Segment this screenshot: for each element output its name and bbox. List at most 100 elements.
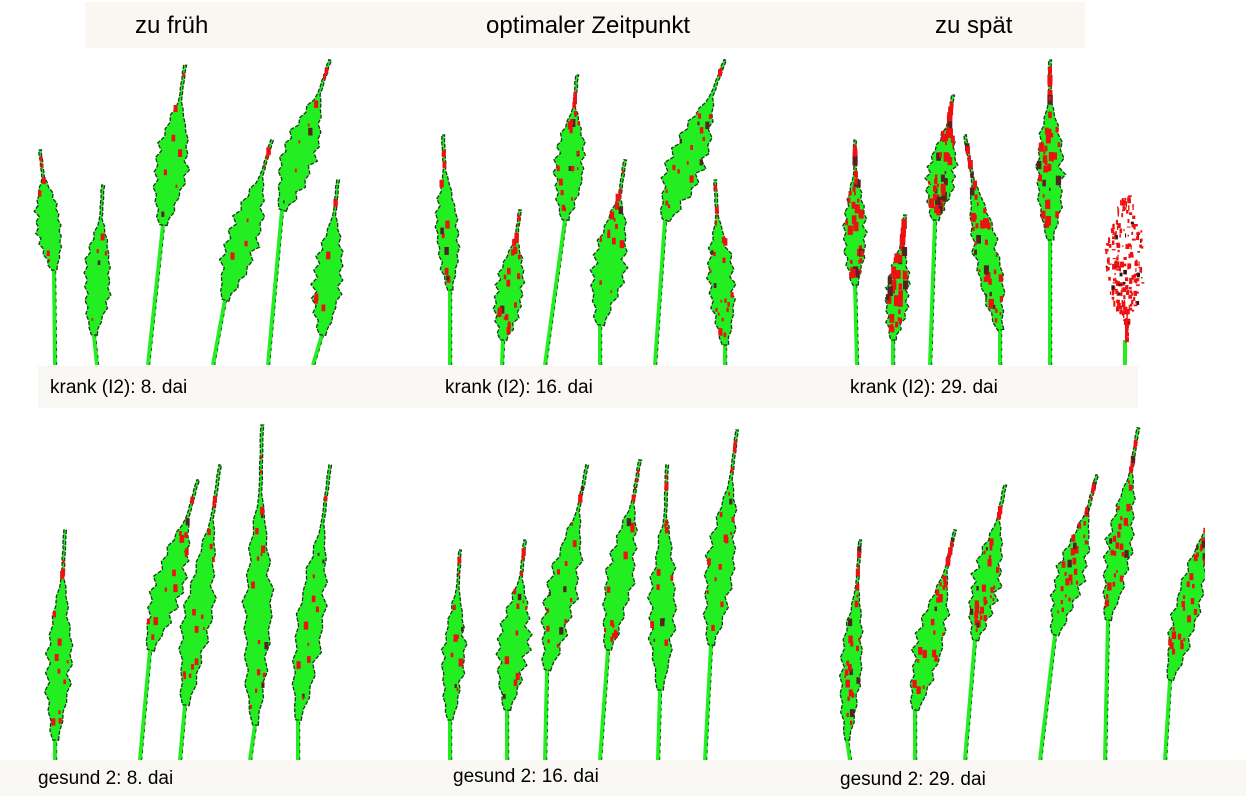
infection-spot (245, 241, 248, 247)
infection-spot (680, 139, 682, 143)
infection-spot (665, 640, 669, 646)
infection-spot (993, 305, 995, 309)
infection-spot (513, 589, 516, 594)
infection-spot (894, 298, 899, 306)
infection-spot (860, 258, 863, 263)
infection-spot (1056, 176, 1061, 186)
infection-spot (1058, 142, 1061, 147)
infection-spot (573, 540, 577, 547)
infection-spot (323, 74, 326, 79)
infection-spot (856, 646, 859, 651)
infection-spot (47, 251, 50, 257)
infection-spot (517, 273, 520, 279)
wheat-ear (925, 95, 958, 365)
infection-spot (191, 664, 194, 670)
infection-spot (942, 633, 944, 636)
infection-spot (178, 149, 182, 157)
infection-spot (993, 598, 995, 601)
infection-spot (707, 590, 709, 593)
infection-spot (440, 228, 444, 235)
infection-spot (604, 628, 606, 632)
infection-spot (445, 221, 449, 229)
infection-spot (972, 227, 974, 231)
infection-spot (976, 629, 978, 632)
infection-spot (722, 318, 724, 322)
infection-spot (985, 294, 987, 298)
infection-spot (984, 615, 987, 621)
infection-spot (564, 207, 566, 211)
infection-spot (186, 518, 190, 525)
infection-spot (980, 615, 983, 620)
infection-spot (1203, 559, 1205, 564)
infection-spot (1000, 296, 1003, 302)
infection-spot (1114, 573, 1116, 577)
infection-spot (1062, 561, 1066, 568)
infection-spot (893, 290, 895, 294)
infection-spot (852, 202, 856, 209)
infection-spot (976, 223, 979, 228)
infection-spot (314, 294, 318, 301)
infection-spot (608, 230, 611, 235)
infection-spot (1045, 166, 1049, 172)
infection-spot (1083, 535, 1085, 538)
infection-spot (516, 673, 520, 680)
wheat-ear (545, 75, 585, 365)
infection-spot (260, 456, 262, 459)
infection-spot (715, 207, 719, 214)
infection-spot (630, 525, 634, 533)
infection-spot (1049, 188, 1051, 191)
infection-spot (312, 596, 316, 603)
infection-spot (518, 594, 522, 600)
infection-spot (890, 274, 892, 277)
infection-spot (261, 682, 264, 688)
infection-spot (41, 163, 44, 168)
infection-spot (974, 250, 977, 255)
infection-spot (720, 602, 723, 608)
wheat-ear-infected (1105, 195, 1144, 365)
infection-spot (231, 253, 235, 260)
infection-spot (1038, 175, 1042, 182)
infection-spot (559, 627, 563, 635)
infection-spot (1062, 608, 1064, 612)
infection-spot (985, 240, 988, 245)
panel-sick-day29 (825, 50, 1205, 365)
stem (502, 340, 503, 365)
infection-spot (564, 619, 567, 623)
infection-spot (951, 136, 955, 143)
infection-spot (1046, 135, 1051, 144)
infection-spot (611, 213, 614, 218)
infection-spot (318, 553, 320, 556)
infection-spot (261, 514, 263, 518)
wheat-ear (435, 135, 460, 365)
infection-spot (943, 576, 946, 582)
infection-spot (304, 622, 308, 630)
wheat-ear (179, 465, 222, 760)
infection-spot (622, 170, 624, 173)
infection-spot (571, 166, 574, 171)
infection-spot (847, 697, 849, 701)
infection-spot (966, 146, 970, 154)
infection-spot (986, 547, 988, 551)
infection-spot (974, 612, 978, 619)
infection-spot (937, 184, 939, 188)
infection-spot (195, 658, 199, 665)
infection-spot (40, 156, 43, 161)
infection-spot (720, 512, 723, 517)
infection-spot (990, 595, 992, 598)
infection-spot (184, 675, 186, 679)
infection-spot (563, 586, 566, 592)
wheat-ear (885, 215, 910, 365)
infection-spot (523, 601, 525, 604)
infection-spot (717, 215, 719, 218)
infection-spot (1189, 573, 1193, 580)
infection-spot (697, 122, 699, 126)
infection-spot (918, 647, 922, 655)
infection-spot (624, 552, 628, 560)
infection-spot (461, 627, 464, 632)
infection-spot (546, 626, 549, 632)
infection-spot (67, 660, 69, 663)
infection-spot (886, 294, 890, 300)
infection-spot (700, 127, 704, 133)
wheat-ear (496, 540, 532, 760)
infection-spot (260, 507, 264, 515)
